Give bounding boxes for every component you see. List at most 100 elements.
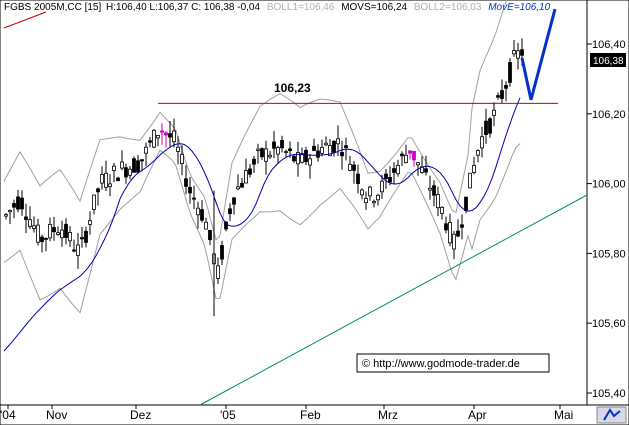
candle-body bbox=[44, 237, 48, 240]
candle-body bbox=[216, 265, 220, 279]
trendline-group bbox=[199, 194, 588, 406]
candle-body bbox=[324, 142, 328, 146]
candle-body bbox=[472, 165, 476, 173]
candle-body bbox=[172, 130, 176, 143]
bollinger-bands bbox=[3, 0, 521, 314]
candle-body bbox=[84, 230, 88, 243]
candle-body bbox=[404, 154, 408, 164]
candle-body bbox=[228, 208, 232, 215]
candle-body bbox=[496, 95, 500, 98]
candle-body bbox=[220, 245, 224, 260]
candle-body bbox=[516, 50, 520, 59]
candle-body bbox=[480, 136, 484, 149]
candle-body bbox=[400, 153, 404, 157]
candle-body bbox=[244, 169, 248, 184]
y-tick-label: 106,20 bbox=[592, 109, 626, 121]
candle-body bbox=[448, 221, 452, 244]
time-axis bbox=[0, 404, 629, 425]
candle-body bbox=[264, 148, 268, 162]
candle-body bbox=[204, 221, 208, 230]
y-tick-label: 106,00 bbox=[592, 179, 626, 191]
candle-body bbox=[16, 196, 20, 210]
candle-body bbox=[280, 139, 284, 149]
candle-body bbox=[320, 147, 324, 154]
candle-body bbox=[116, 177, 120, 182]
candle-body bbox=[56, 232, 60, 235]
candle-body bbox=[52, 227, 56, 233]
candle-body bbox=[64, 223, 68, 238]
candle-body bbox=[164, 132, 168, 136]
candle-body bbox=[484, 120, 488, 135]
candle-body bbox=[92, 194, 96, 210]
candle-body bbox=[296, 151, 300, 165]
candle-body bbox=[356, 173, 360, 185]
header-symbol: FGBS 2005M,CC [15] bbox=[4, 2, 101, 13]
candle-body bbox=[368, 186, 372, 197]
candle-body bbox=[176, 146, 180, 152]
candle-body bbox=[96, 188, 100, 193]
candle-body bbox=[196, 207, 200, 216]
candle-body bbox=[352, 164, 356, 171]
candle-body bbox=[32, 225, 36, 229]
candles bbox=[4, 38, 524, 317]
corner-trendline bbox=[3, 11, 47, 29]
candle-body bbox=[440, 206, 444, 214]
candle-body bbox=[156, 134, 160, 139]
candle-body bbox=[256, 148, 260, 151]
candle-body bbox=[492, 109, 496, 116]
candle-body bbox=[20, 197, 24, 210]
candle-body bbox=[236, 186, 240, 190]
moving-average-group bbox=[3, 97, 521, 352]
candle-body bbox=[304, 149, 308, 163]
candle-body bbox=[88, 220, 92, 225]
candle-body bbox=[140, 159, 144, 162]
candle-body bbox=[388, 176, 392, 183]
candle-body bbox=[436, 194, 440, 209]
candle-body bbox=[184, 178, 188, 187]
candle-body bbox=[468, 172, 472, 189]
candle-body bbox=[384, 173, 388, 179]
candle-body bbox=[152, 129, 156, 148]
candle-body bbox=[128, 168, 132, 176]
candle-body bbox=[260, 148, 264, 158]
candle-body bbox=[180, 153, 184, 165]
candle-body bbox=[68, 231, 72, 242]
candle-body bbox=[412, 150, 416, 161]
candle-body bbox=[328, 145, 332, 157]
y-tick-label: 105,60 bbox=[592, 318, 626, 330]
candle-body bbox=[464, 196, 468, 212]
nav-button[interactable] bbox=[596, 406, 627, 424]
candle-body bbox=[316, 150, 320, 158]
x-tick-label: Nov bbox=[46, 408, 67, 422]
candle-body bbox=[120, 161, 124, 169]
watermark-text: © http://www.godmode-trader.de bbox=[362, 358, 520, 370]
candle-body bbox=[380, 180, 384, 193]
candle-body bbox=[268, 154, 272, 158]
bollinger-upper bbox=[3, 0, 508, 241]
support-trendline bbox=[199, 194, 588, 406]
x-tick-label: Apr bbox=[468, 408, 487, 422]
candle-body bbox=[288, 148, 292, 151]
candle-body bbox=[276, 147, 280, 155]
resistance-label: 106,23 bbox=[274, 81, 311, 95]
candle-body bbox=[308, 158, 312, 166]
x-tick-label: '04 bbox=[0, 408, 16, 422]
x-tick-label: Dez bbox=[130, 408, 151, 422]
x-tick-label: Mai bbox=[554, 408, 573, 422]
candle-body bbox=[376, 194, 380, 201]
candle-body bbox=[40, 236, 44, 243]
x-tick-label: '05 bbox=[220, 408, 236, 422]
last-price-label: 106,38 bbox=[593, 56, 624, 67]
candle-body bbox=[240, 182, 244, 188]
candle-body bbox=[76, 244, 80, 256]
candle-body bbox=[428, 187, 432, 191]
candle-body bbox=[476, 150, 480, 156]
bollinger-lower bbox=[3, 143, 521, 314]
candle-body bbox=[208, 229, 212, 241]
candle-body bbox=[392, 168, 396, 173]
header-ohlc: H:106,40 L:106,37 C: 106,38 -0,04 bbox=[106, 2, 260, 13]
y-ticks: 106,40 106,20 106,00 105,80 105,60 105,40 bbox=[587, 39, 626, 400]
candle-body bbox=[132, 158, 136, 173]
